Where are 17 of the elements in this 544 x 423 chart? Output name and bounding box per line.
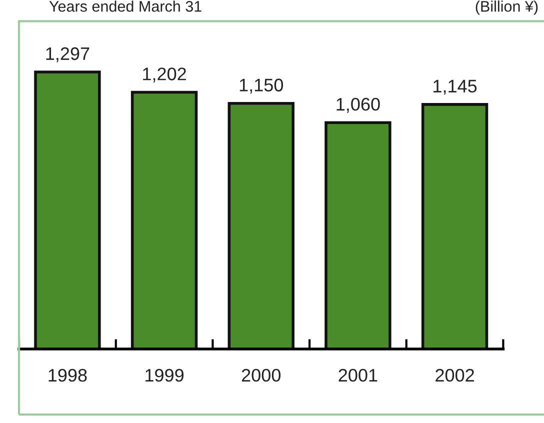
bar (421, 103, 488, 349)
data-label: 1,202 (143, 68, 186, 82)
x-tick-label: 1998 (48, 368, 87, 382)
x-tick-label: 2000 (242, 368, 280, 382)
data-label: 1,145 (434, 80, 477, 95)
data-label: 1,060 (336, 98, 380, 113)
x-tick-label: 2001 (338, 368, 378, 382)
bar (130, 90, 198, 349)
x-tick-label: 1999 (146, 368, 184, 382)
data-label: 1,150 (240, 78, 284, 94)
bar (228, 102, 294, 349)
text: (Billion ¥) (476, 0, 538, 15)
bar (34, 70, 101, 349)
text: Years ended March 31 (49, 0, 202, 12)
data-label: 1,297 (46, 47, 90, 62)
bar (324, 121, 392, 349)
x-tick-label: 2002 (436, 368, 474, 382)
